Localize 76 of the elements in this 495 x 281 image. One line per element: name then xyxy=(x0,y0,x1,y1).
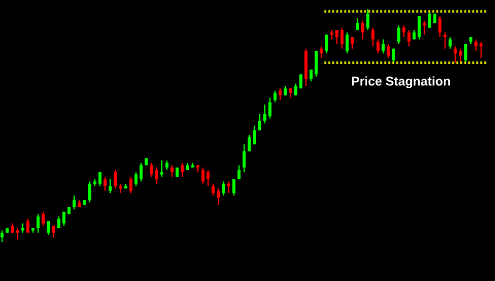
candlestick xyxy=(118,183,122,194)
candlestick xyxy=(386,43,390,59)
candlestick xyxy=(443,32,447,50)
candlestick xyxy=(448,36,452,50)
candlestick xyxy=(62,211,66,226)
candlestick xyxy=(108,178,112,194)
candlestick xyxy=(258,113,262,131)
candlestick xyxy=(407,29,411,47)
candlestick xyxy=(325,34,328,54)
candlestick xyxy=(314,50,318,78)
candlestick xyxy=(480,41,483,59)
candlestick xyxy=(134,172,138,187)
candlestick xyxy=(454,46,457,64)
candlestick xyxy=(212,183,215,196)
candlestick xyxy=(376,38,380,54)
candlestick xyxy=(206,169,210,187)
candlestick xyxy=(248,134,251,152)
candlestick xyxy=(0,230,4,243)
candlestick xyxy=(397,24,400,45)
candlestick xyxy=(350,36,354,50)
candlestick xyxy=(129,176,132,194)
candlestick xyxy=(330,29,334,40)
candlestick xyxy=(42,211,45,226)
candlestick xyxy=(320,46,323,59)
candlestick xyxy=(201,166,204,184)
candlestick xyxy=(418,15,421,40)
candlestick xyxy=(88,180,92,204)
candlestick xyxy=(371,27,374,47)
candlestick xyxy=(165,160,168,170)
candlestick xyxy=(72,194,76,210)
candlestick xyxy=(412,29,416,40)
candlestick xyxy=(335,29,338,45)
candlestick xyxy=(26,218,30,234)
candlestick xyxy=(114,169,117,190)
candlestick xyxy=(438,15,442,38)
candlestick xyxy=(36,214,40,234)
candlestick xyxy=(428,10,432,28)
candlestick xyxy=(180,162,184,178)
annotation: Price Stagnation xyxy=(352,76,450,88)
candlestick xyxy=(140,162,143,182)
candlestick xyxy=(237,164,241,180)
candlestick xyxy=(366,8,370,31)
candlestick xyxy=(263,104,266,124)
candlestick xyxy=(284,85,287,96)
candlestick xyxy=(155,166,158,184)
candlestick xyxy=(268,97,272,120)
candlestick xyxy=(274,90,277,103)
candlestick xyxy=(150,162,153,178)
candlestick xyxy=(361,20,364,40)
candlestick xyxy=(278,88,282,101)
candlestick xyxy=(232,178,236,196)
candlestick xyxy=(16,227,20,240)
candlestick xyxy=(170,164,174,178)
candlestick xyxy=(222,180,226,196)
candlestick xyxy=(10,222,14,234)
candlestick xyxy=(216,188,220,206)
candlestick xyxy=(21,222,24,234)
candlestick xyxy=(458,48,462,64)
candlestick xyxy=(382,38,385,54)
candlestick xyxy=(346,32,349,54)
candlestick xyxy=(310,69,313,82)
candlestick xyxy=(474,38,478,52)
candlestick xyxy=(340,27,344,50)
candlestick xyxy=(294,83,298,96)
candlestick xyxy=(46,220,50,236)
candlestick xyxy=(464,43,468,64)
candlestick xyxy=(392,48,396,64)
candlestick xyxy=(402,24,406,38)
candlestick xyxy=(422,20,426,36)
candlestick xyxy=(242,144,246,173)
candlestick xyxy=(160,160,164,178)
candlestick xyxy=(98,172,102,187)
candlestick xyxy=(104,176,107,192)
candlestick xyxy=(252,124,256,145)
candlestick xyxy=(176,166,179,178)
candlestick xyxy=(299,74,302,89)
